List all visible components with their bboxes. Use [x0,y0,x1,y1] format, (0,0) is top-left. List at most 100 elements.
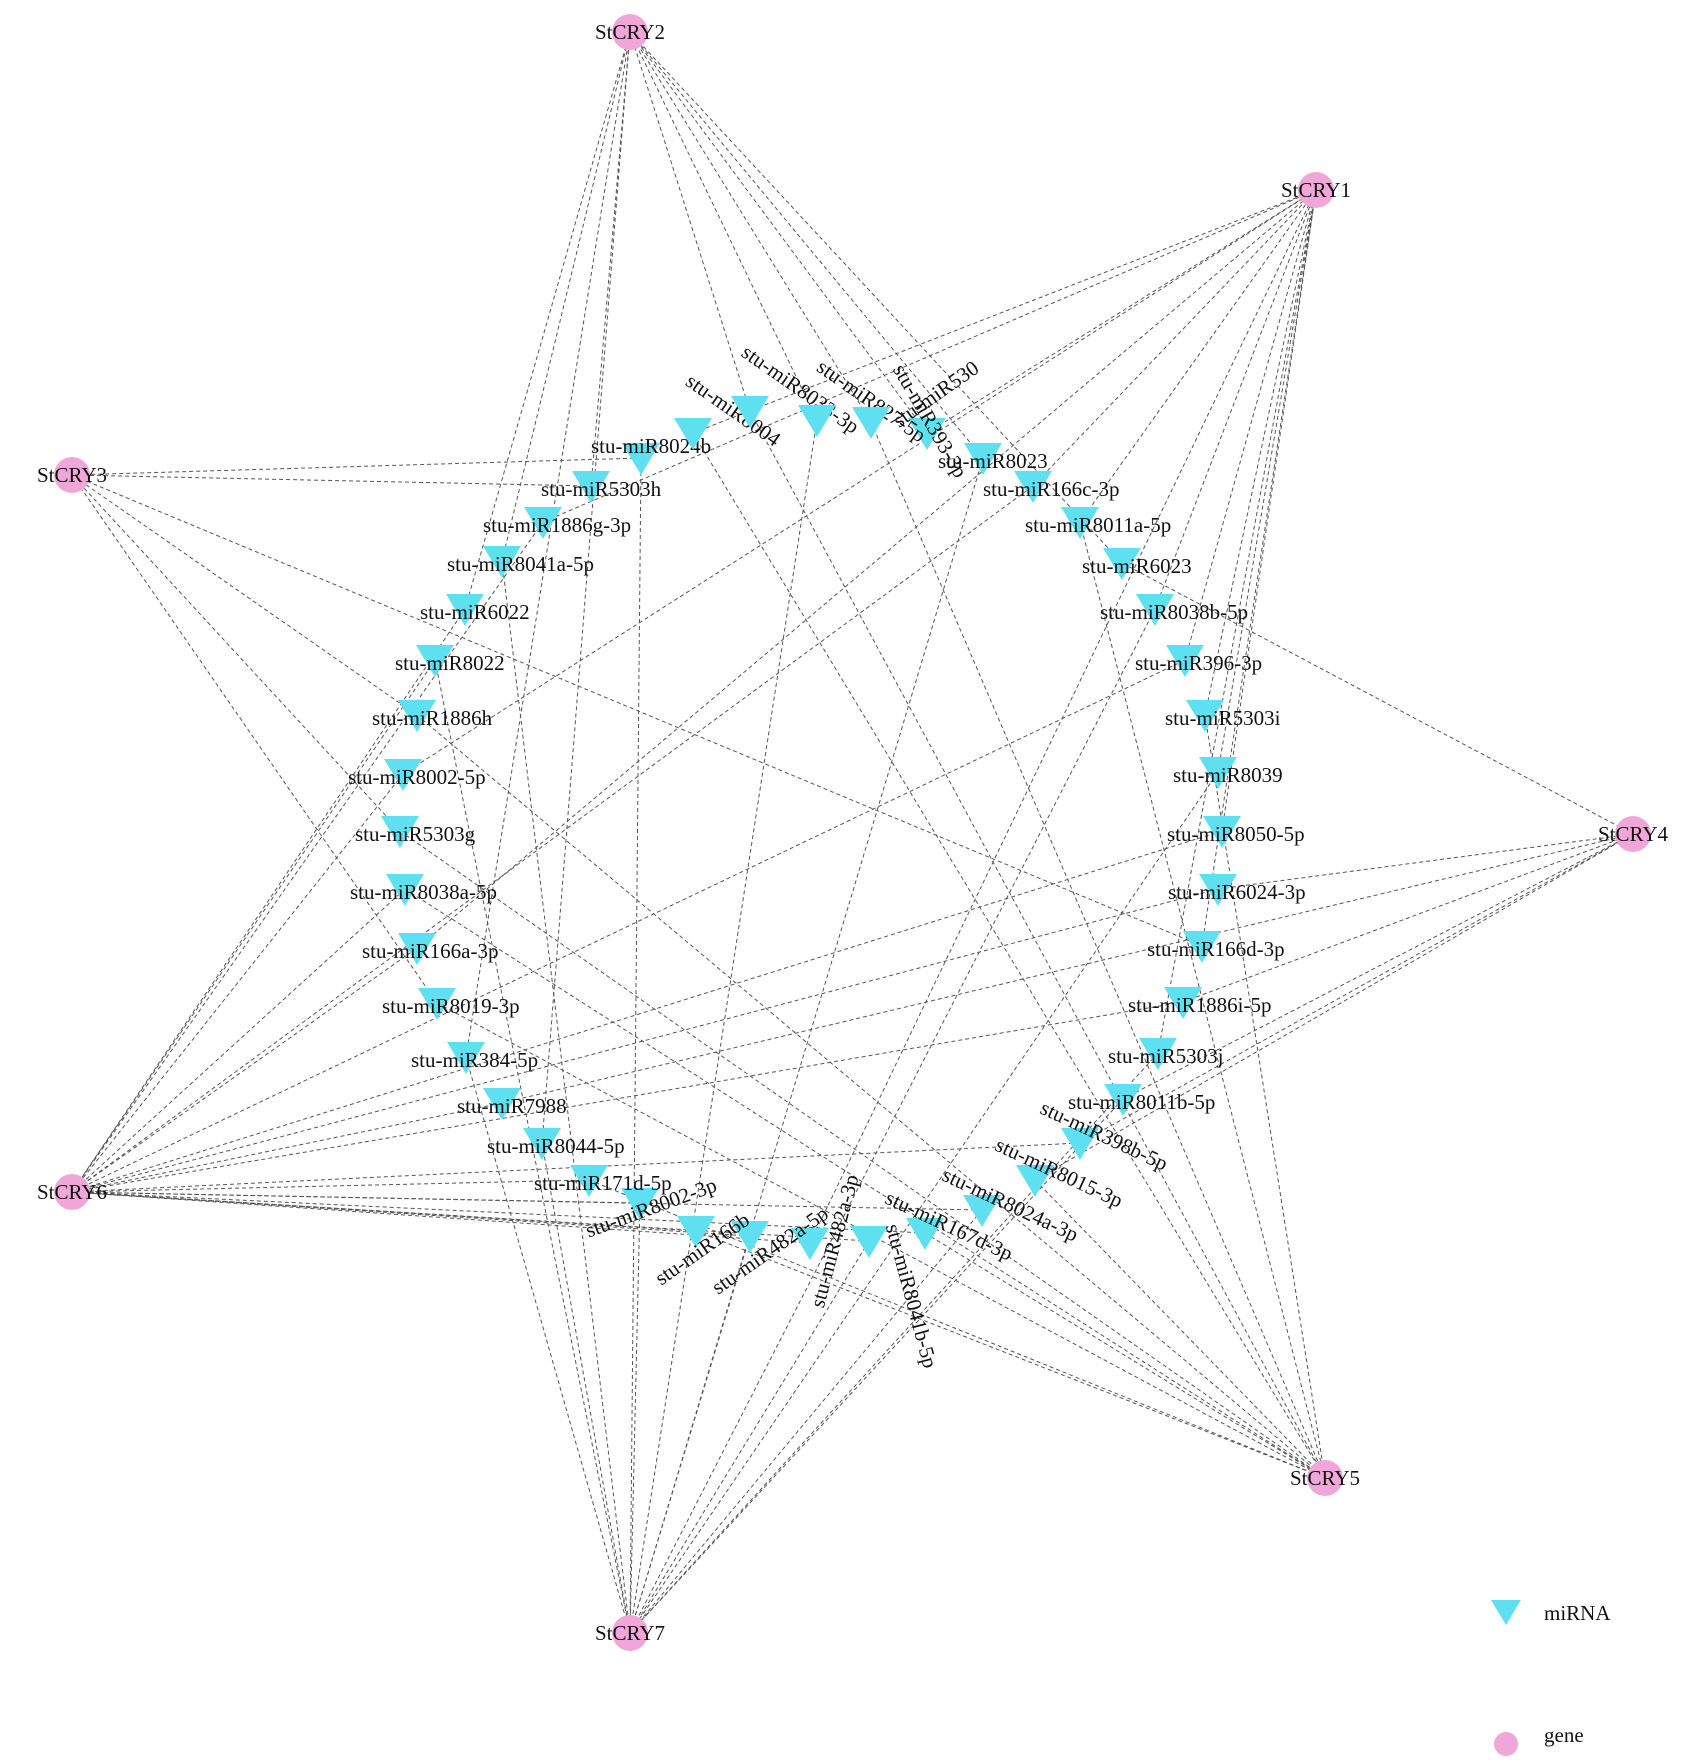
edge-line [809,189,1317,1244]
mirna-label: stu-miR396-3p [1135,651,1262,675]
mirna-node [1139,1038,1177,1070]
gene-label: StCRY1 [1281,178,1351,202]
edge-line [71,1191,751,1237]
mirna-label: stu-miR8023 [938,449,1048,473]
mirna-label: stu-miR166d-3p [1147,937,1285,961]
gene-node [612,14,648,50]
edge-line [402,189,1317,775]
mirna-node [524,507,562,539]
edge-line [695,1230,1326,1479]
mirna-node [483,546,521,578]
mirna-label: stu-miR1886g-3p [483,513,631,537]
edge-line [1184,189,1317,661]
mirna-node [1061,1128,1099,1160]
gene-label: StCRY2 [595,20,665,44]
edge-line [501,560,631,1634]
legend-mirna-label: miRNA [1544,1601,1611,1625]
edge-line [588,1179,1326,1479]
edge-line [629,31,984,459]
gene-node [54,457,90,493]
edge-line [542,189,1317,523]
gene-label: StCRY3 [37,463,107,487]
mirna-node [1199,757,1237,789]
edge-line [629,31,751,412]
mirna-label: stu-miR8022 [395,651,505,675]
mirna-node [572,471,610,503]
mirna-node [1164,987,1202,1019]
edge-line [465,31,631,1058]
mirna-node [677,1216,715,1248]
mirna-label: stu-miR8050-5p [1167,822,1305,846]
edge-line [629,1209,983,1634]
edge-line [71,474,1203,947]
mirna-label: stu-miR5303h [541,477,662,501]
mirna-label: stu-miR171d-5p [534,1171,672,1195]
edge-line [1079,833,1634,1144]
mirna-label: stu-miR6022 [420,600,530,624]
gene-node [612,1615,648,1651]
gene-node [1615,816,1651,852]
mirna-label: stu-miR8041b-5p [881,1221,943,1370]
edge-line [629,608,1156,1634]
edge-line [71,947,418,1193]
edge-line [629,1240,870,1634]
mirna-label: stu-miR1886h [372,706,493,730]
mirna-label: stu-miR8002-5p [348,765,486,789]
mirna-label: stu-miR6024-3p [1168,880,1306,904]
mirna-label: stu-miR5303j [1108,1044,1224,1068]
edge-line [71,1191,697,1232]
edge-line [1154,189,1317,610]
edge-line [1079,189,1317,523]
mirna-node [1136,594,1174,626]
edge-line [71,659,1186,1193]
edge-line [71,1179,590,1193]
mirna-node [1166,645,1204,677]
edge-line [71,659,436,1193]
edge-line [436,1002,1326,1479]
edge-line [465,1056,631,1634]
edge-line [1182,833,1634,1003]
mirna-node [523,1128,561,1160]
mirna-node [1186,700,1224,732]
edge-line [464,31,631,610]
edge-line [692,189,1317,434]
mirna-label: stu-miR8038a-5p [350,880,497,904]
mirna-node [621,1188,659,1220]
mirna-node [1014,471,1052,503]
mirna-node [418,988,456,1020]
mirna-node [906,1218,944,1250]
mirna-label: stu-miR8011b-5p [1068,1090,1215,1114]
mirna-node [1103,548,1141,580]
edge-line [629,1235,751,1634]
mirna-node [384,759,422,791]
edge-line [71,457,642,476]
mirna-node [674,418,712,450]
edge-line [71,1191,811,1244]
mirna-node [850,1226,888,1258]
edge-line [1204,189,1317,716]
edge-line [71,888,1219,1193]
edge-line [399,830,1326,1479]
mirna-node [1016,1165,1054,1197]
mirna-label: stu-miR166c-3p [983,477,1120,501]
edge-line [1157,189,1317,1054]
edge-line [71,1102,503,1193]
edge-line [416,714,1326,1479]
gene-label: StCRY6 [37,1180,107,1204]
gene-label: StCRY4 [1598,822,1669,846]
edge-line [870,421,1326,1479]
edge-line [629,419,818,1634]
gene-label: StCRY7 [595,1621,665,1645]
edge-line [71,474,438,1004]
edge-line [71,888,406,1193]
mirna-label: stu-miR8038b-5p [1100,600,1248,624]
mirna-label: stu-miR1886i-5p [1128,993,1272,1017]
gene-nodes-layer: StCRY1 StCRY2 StCRY3 StCRY4 StCRY5 StCRY6 StCR… [37,14,1669,1651]
legend: miRNA gene [1491,1600,1611,1756]
edge-line [1122,833,1634,1100]
mirna-node [398,700,436,732]
mirna-node [791,1228,829,1260]
edge-line [1034,833,1634,1181]
gene-node [1298,172,1334,208]
